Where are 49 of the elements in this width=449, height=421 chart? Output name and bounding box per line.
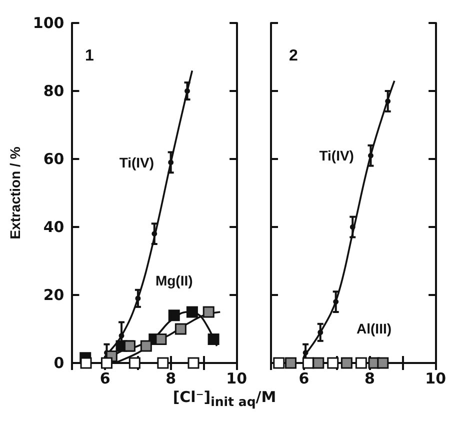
y-tick-label: 20	[43, 286, 64, 304]
point	[168, 310, 180, 322]
point	[186, 306, 198, 318]
point	[155, 333, 167, 345]
point	[312, 357, 324, 369]
point	[152, 231, 158, 237]
point	[340, 357, 352, 369]
y-tick-label: 60	[43, 150, 64, 168]
point	[350, 224, 356, 230]
annotation: 1	[85, 48, 94, 64]
point	[128, 357, 140, 369]
point	[118, 333, 124, 339]
y-tick-label: 40	[43, 218, 64, 236]
y-tick-label: 80	[43, 82, 64, 100]
point	[355, 357, 367, 369]
x-tick-label: 6	[100, 370, 110, 388]
point	[273, 357, 285, 369]
point	[377, 357, 389, 369]
point	[318, 330, 324, 336]
point	[208, 333, 220, 345]
point	[140, 340, 152, 352]
point	[168, 160, 174, 166]
point	[368, 152, 374, 158]
y-axis-title: Extraction / %	[7, 146, 23, 240]
x-tick-label: 8	[364, 370, 375, 388]
annotation: 2	[289, 48, 298, 64]
point	[184, 88, 190, 94]
series-label: Mg(II)	[155, 272, 193, 289]
point	[385, 98, 391, 104]
point	[157, 357, 169, 369]
point	[135, 296, 141, 302]
x-axis-title: [Cl⁻]$_{init aq}$/M	[172, 388, 278, 409]
point	[174, 323, 186, 335]
point	[302, 350, 308, 356]
series-label: Ti(IV)	[319, 148, 354, 164]
x-tick-label: 10	[226, 370, 247, 388]
point	[333, 299, 339, 305]
x-tick-label: 6	[298, 370, 310, 388]
point	[188, 357, 200, 369]
point	[202, 306, 214, 318]
y-tick-label: 100	[32, 14, 64, 32]
point	[80, 357, 92, 369]
point	[327, 357, 339, 369]
x-tick-label: 8	[166, 370, 176, 388]
y-tick-label: 0	[54, 354, 64, 372]
point	[285, 357, 296, 369]
x-tick-label: 10	[425, 370, 446, 388]
series-label: Al(III)	[356, 320, 392, 336]
series-label: Ti(IV)	[119, 154, 154, 170]
